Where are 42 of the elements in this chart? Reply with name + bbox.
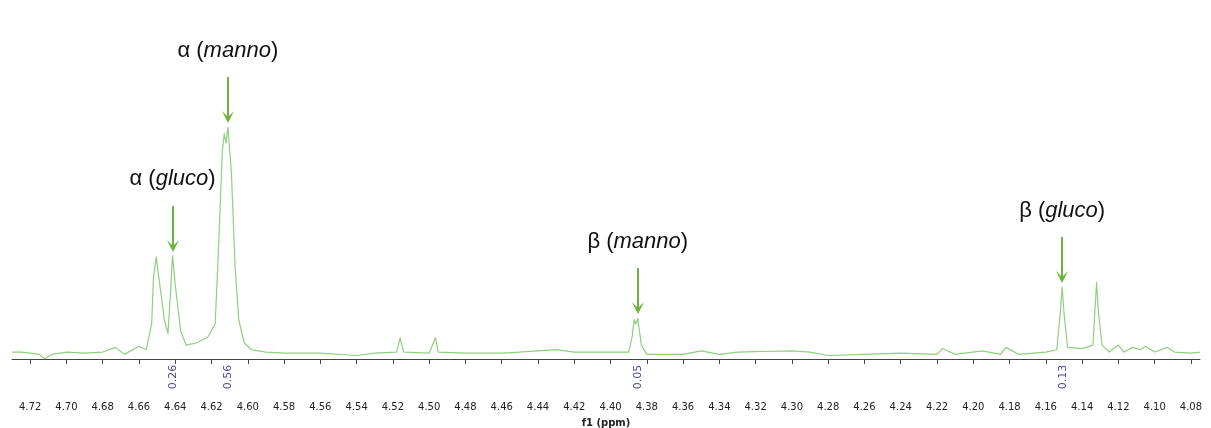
x-tick-label: 4.20 xyxy=(962,400,985,412)
text: 0.26 xyxy=(166,364,180,390)
x-tick-label: 4.24 xyxy=(889,400,912,412)
x-tick-label: 4.32 xyxy=(744,400,767,412)
x-tick-label: 4.22 xyxy=(925,400,949,412)
annotation: α (gluco) xyxy=(129,165,216,191)
x-tick-label: 4.40 xyxy=(599,400,622,412)
x-tick-label: 4.14 xyxy=(1070,400,1094,412)
x-tick-label: 4.38 xyxy=(635,400,658,412)
x-tick-label: 4.46 xyxy=(490,400,513,412)
text: 0.56 xyxy=(221,364,235,390)
x-tick-label: 4.44 xyxy=(526,400,550,412)
x-tick-label: 4.36 xyxy=(671,400,695,412)
x-tick-label: 4.18 xyxy=(998,400,1021,412)
x-tick-label: 4.54 xyxy=(345,400,368,412)
x-tick-label: 4.10 xyxy=(1143,400,1166,412)
annotation: β (gluco) xyxy=(1019,196,1106,222)
x-tick-label: 4.16 xyxy=(1034,400,1057,412)
x-tick-label: 4.48 xyxy=(454,400,477,412)
x-tick-label: 4.30 xyxy=(780,400,804,412)
x-tick-label: 4.56 xyxy=(309,400,332,412)
x-tick-label: 4.12 xyxy=(1107,400,1130,412)
x-tick-label: 4.42 xyxy=(563,400,586,412)
x-tick-label: 4.34 xyxy=(708,400,731,412)
x-tick-label: 4.52 xyxy=(381,400,405,412)
x-tick-label: 4.66 xyxy=(127,400,151,412)
x-tick-label: 4.08 xyxy=(1179,400,1203,412)
x-tick-label: 4.62 xyxy=(200,400,223,412)
x-tick-label: 4.28 xyxy=(817,400,840,412)
x-tick-label: 4.70 xyxy=(55,400,78,412)
x-tick-label: 4.58 xyxy=(272,400,296,412)
text: 0.05 xyxy=(631,364,645,390)
x-tick-label: 4.64 xyxy=(164,400,187,412)
annotation: β (manno) xyxy=(587,227,689,253)
annotation: α (manno) xyxy=(177,36,279,62)
x-tick-label: 4.68 xyxy=(91,400,114,412)
x-tick-label: 4.60 xyxy=(236,400,259,412)
x-tick-label: 4.26 xyxy=(853,400,876,412)
x-axis-title: f1 (ppm) xyxy=(581,416,631,428)
x-tick-label: 4.50 xyxy=(418,400,441,412)
text: 0.13 xyxy=(1055,364,1069,390)
x-tick-label: 4.72 xyxy=(19,400,42,412)
